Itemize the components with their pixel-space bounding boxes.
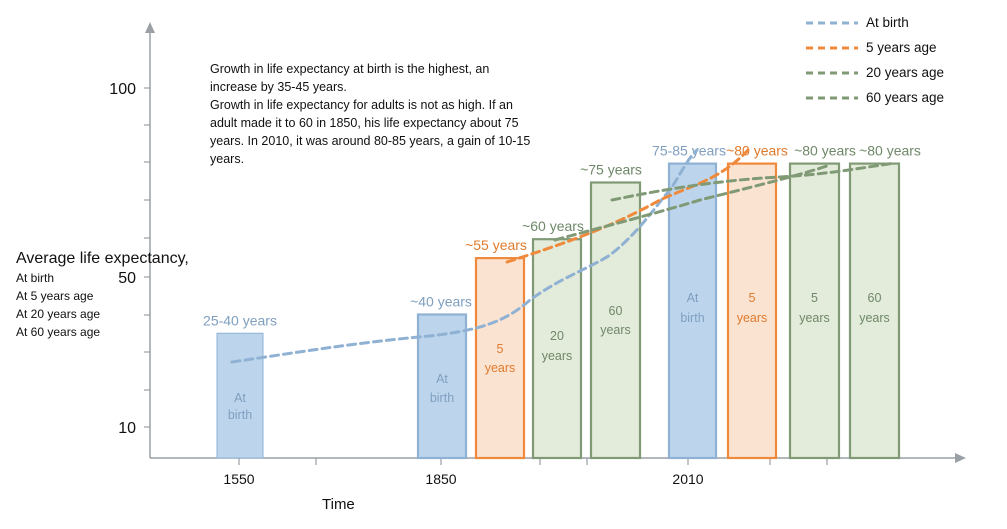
y-axis-sub-1: At birth (16, 271, 55, 285)
y-axis-sub-4: At 60 years age (16, 325, 101, 339)
x-axis-arrow (955, 453, 966, 463)
x-axis-title: Time (322, 496, 355, 513)
bar-inner-label: At (687, 291, 699, 305)
bar-value-label: ~80 years (794, 143, 856, 159)
bar-inner-label: birth (430, 391, 454, 405)
bar-inner-label: birth (680, 311, 704, 325)
legend-label: 60 years age (866, 90, 945, 105)
annotation-text: Growth in life expectancy at birth is th… (210, 60, 540, 168)
legend-item-5-years: 5 years age (806, 35, 944, 60)
bar-value-label: ~75 years (580, 162, 642, 178)
bar-1850-5-years-age (474, 257, 526, 460)
y-axis-label: Average life expectancy, At birth At 5 y… (16, 249, 189, 341)
bar-inner-label: years (799, 311, 830, 325)
trend-line-60-years (610, 161, 897, 202)
y-axis-title: Average life expectancy, (16, 250, 189, 267)
y-axis-sub-3: At 20 years age (16, 307, 101, 321)
y-tick-label: 10 (118, 420, 136, 437)
bar-value-label: ~40 years (410, 294, 472, 310)
legend-label: At birth (866, 15, 909, 30)
y-tick-label: 100 (109, 81, 136, 98)
legend-label: 20 years age (866, 65, 945, 80)
bar-2010-60-years-age (848, 162, 901, 460)
legend-item-60-years: 60 years age (806, 85, 944, 110)
bar-2010-20-years-age (788, 162, 841, 460)
bar-inner-label: 60 (609, 304, 623, 318)
legend-item-at-birth: At birth (806, 10, 944, 35)
annotation-line-1: Growth in life expectancy at birth is th… (210, 62, 490, 94)
bar-1550-at-birth (216, 332, 264, 459)
y-axis-arrow (145, 22, 155, 33)
bar-inner-label: years (542, 349, 573, 363)
trend-line-5-years (505, 148, 750, 264)
y-tick-label: 50 (118, 270, 136, 287)
bar-inner-label: years (859, 311, 890, 325)
bar-inner-label: 5 (811, 291, 818, 305)
bar-inner-label: 5 (749, 291, 756, 305)
y-axis-sub-2: At 5 years age (16, 289, 94, 303)
bar-value-label: ~55 years (465, 237, 527, 253)
legend: At birth 5 years age 20 years age 60 yea… (806, 10, 944, 110)
bar-value-label: ~60 years (522, 218, 584, 234)
bar-value-label: ~80 years (726, 143, 788, 159)
bar-value-label: ~80 years (859, 143, 921, 159)
bar-inner-label: At (234, 391, 246, 405)
annotation-line-2: Growth in life expectancy for adults is … (210, 98, 531, 166)
x-tick-label: 1550 (223, 471, 254, 487)
bar-inner-label: At (436, 372, 448, 386)
bar-inner-label: years (737, 311, 768, 325)
bar-1850-at-birth (416, 313, 468, 460)
bar-value-label: 25-40 years (203, 312, 277, 328)
legend-label: 5 years age (866, 40, 937, 55)
bar-value-label: 75-85 years (652, 143, 726, 159)
bar-inner-label: 20 (550, 329, 564, 343)
bar-inner-label: 60 (868, 291, 882, 305)
legend-item-20-years: 20 years age (806, 60, 944, 85)
x-tick-label: 2010 (672, 471, 703, 487)
bar-2010-5-years-age (726, 162, 778, 460)
bar-2010-at-birth (667, 162, 718, 460)
bar-inner-label: birth (228, 408, 252, 422)
bar-inner-label: years (485, 361, 516, 375)
bar-inner-label: years (600, 323, 631, 337)
x-tick-label: 1850 (425, 471, 456, 487)
bar-1850-60-years-age (589, 181, 642, 460)
bar-inner-label: 5 (497, 342, 504, 356)
